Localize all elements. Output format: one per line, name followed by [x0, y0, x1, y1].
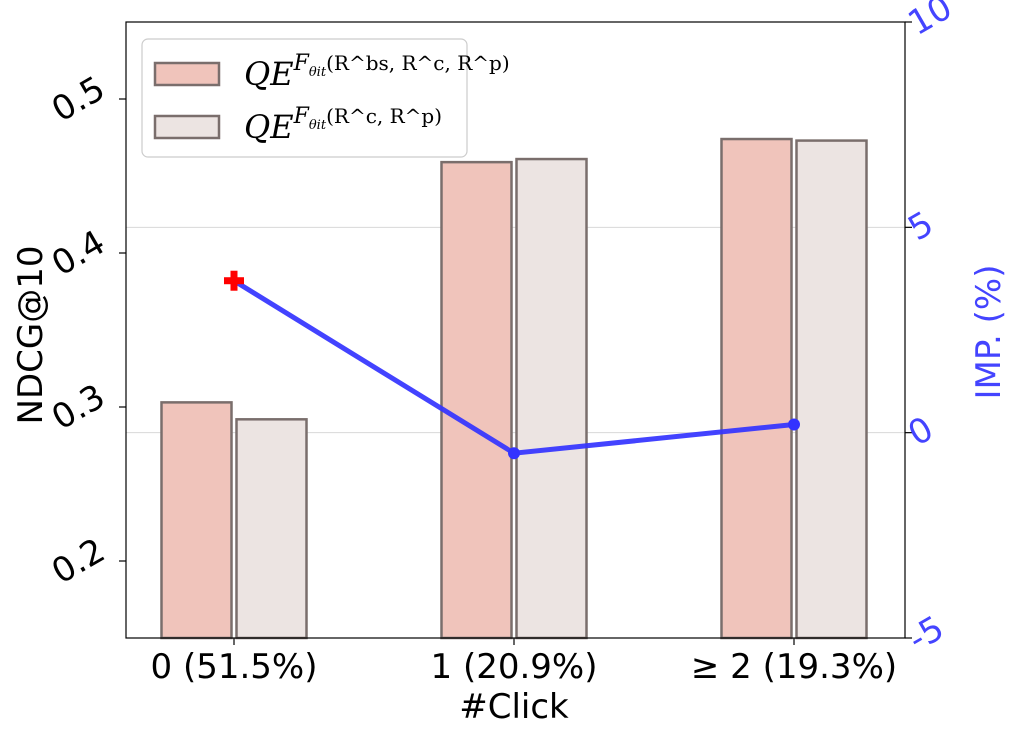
- y-right-tick-label-0: -5: [902, 608, 951, 660]
- x-tick-label-0: 0 (51.5%): [151, 647, 318, 687]
- improvement-point-plus-marker: [224, 270, 244, 291]
- plot-frame: [125, 21, 906, 639]
- bar-series2-2: [795, 139, 868, 640]
- y-right-tick-label-1: 0: [902, 409, 941, 454]
- bar-series2-1: [515, 157, 588, 640]
- bar-series1-2: [720, 137, 793, 640]
- legend-swatch-1: [153, 114, 221, 140]
- bars: [160, 137, 868, 640]
- x-tick-label-2: ≥ 2 (19.3%): [691, 647, 897, 687]
- x-tick-label-1: 1 (20.9%): [431, 647, 598, 687]
- y-tick-label-2: 0.4: [45, 223, 112, 285]
- y-tick-label-1: 0.3: [45, 377, 112, 439]
- y-axis-title: NDCG@10: [11, 246, 51, 425]
- y-tick-label-3: 0.5: [45, 69, 112, 131]
- bottom-axis: 0 (51.5%) 1 (20.9%) ≥ 2 (19.3%): [151, 638, 897, 687]
- improvement-line: [224, 270, 800, 460]
- legend-swatch-0: [153, 61, 221, 87]
- y-right-axis-title: IMP. (%): [969, 264, 1009, 399]
- left-axis: 0.2 0.3 0.4 0.5: [45, 69, 126, 593]
- bar-series1-0: [160, 401, 233, 640]
- bar-series1-1: [440, 160, 513, 640]
- improvement-point-2: [788, 418, 800, 431]
- legend-box: [141, 38, 468, 158]
- improvement-point-1: [508, 447, 520, 460]
- x-axis-title: #Click: [459, 687, 569, 727]
- right-axis: -5 0 5 10: [902, 0, 959, 660]
- y-right-tick-label-2: 5: [902, 204, 941, 249]
- legend-label-1: QEFθit(R^c, R^p): [244, 104, 442, 146]
- bar-series2-0: [235, 418, 308, 640]
- legend: QEFθit(R^bs, R^c, R^p) QEFθit(R^c, R^p): [141, 38, 510, 158]
- y-right-tick-label-3: 10: [902, 0, 959, 44]
- y-tick-label-0: 0.2: [45, 531, 112, 593]
- legend-label-0: QEFθit(R^bs, R^c, R^p): [244, 51, 510, 93]
- improvement-polyline: [232, 278, 795, 456]
